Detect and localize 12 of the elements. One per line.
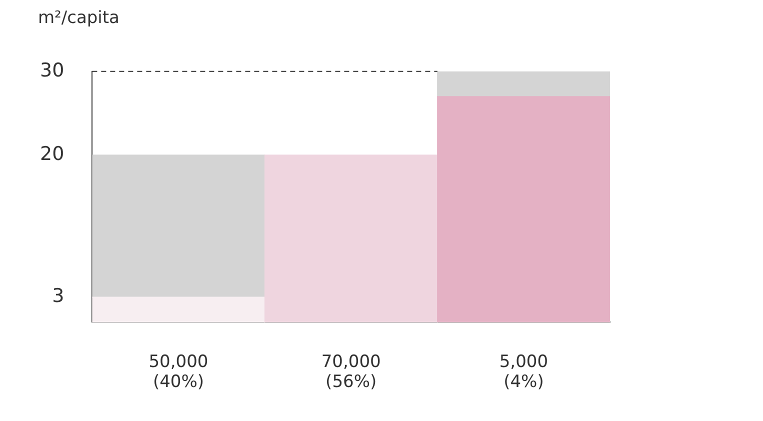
y-tick-label: 3 (52, 285, 64, 308)
x-tick-label: 50,000 (40%) (148, 352, 208, 392)
bar (437, 96, 610, 322)
y-tick-label: 20 (40, 142, 64, 165)
y-tick-label: 30 (40, 59, 64, 82)
y-axis-title: m²/capita (38, 8, 120, 28)
bar (264, 154, 438, 322)
x-tick-label: 70,000 (56%) (321, 352, 381, 392)
x-tick-label: 5,000 (4%) (499, 352, 548, 392)
bar (437, 71, 610, 97)
bar (92, 154, 266, 298)
bar (92, 296, 266, 322)
